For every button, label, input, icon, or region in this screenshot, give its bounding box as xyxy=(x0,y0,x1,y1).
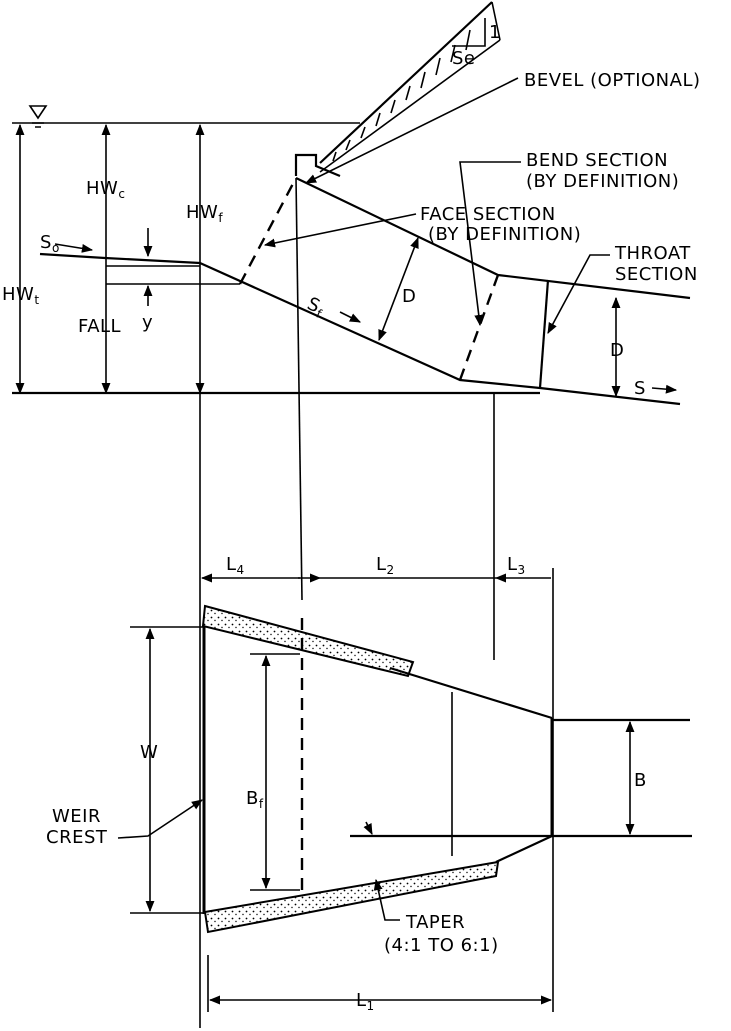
w-label: W xyxy=(140,742,158,763)
taper-label-1: TAPER xyxy=(405,912,465,933)
b-f-label: Bf xyxy=(246,788,264,811)
hw-c-label: HWc xyxy=(86,178,125,201)
throat-section-line xyxy=(538,279,550,389)
embankment-slope xyxy=(319,1,501,173)
slope-se-label: Se xyxy=(452,48,476,69)
profile-view: Se 1 BEVEL (OPTIONAL) HWt HWc HWf So y F… xyxy=(2,1,701,406)
d-face-label: D xyxy=(402,286,416,307)
weir-crest-label-2: CREST xyxy=(46,827,108,848)
taper-label-2: (4:1 TO 6:1) xyxy=(384,935,499,956)
bend-section-label-2: (BY DEFINITION) xyxy=(526,171,679,192)
l1-label: L1 xyxy=(356,990,375,1013)
upper-wingwall xyxy=(201,604,415,678)
bevel-label: BEVEL (OPTIONAL) xyxy=(524,70,701,91)
plan-view: L4 L2 L3 W Bf B xyxy=(46,554,692,1013)
slope-rise-label: 1 xyxy=(489,22,501,43)
throat-section-label-1: THROAT xyxy=(614,243,691,264)
fall-label: FALL xyxy=(78,316,121,337)
face-section-line xyxy=(238,177,298,285)
l4-label: L4 xyxy=(226,554,245,577)
projection-lines xyxy=(199,177,554,1028)
bevel-leader xyxy=(304,77,519,184)
d-throat-label: D xyxy=(610,340,624,361)
hw-f-label: HWf xyxy=(186,202,223,225)
hw-t-label: HWt xyxy=(2,284,40,307)
water-surface-symbol xyxy=(28,105,48,128)
approach-channel-bed xyxy=(39,252,201,265)
b-label: B xyxy=(634,770,647,791)
face-section-label-1: FACE SECTION xyxy=(420,204,556,225)
lower-taper-edge xyxy=(495,835,553,863)
bend-section-line xyxy=(458,274,500,381)
slope-so-label: So xyxy=(40,232,60,255)
headwall-top xyxy=(294,153,341,178)
throat-section-label-2: SECTION xyxy=(615,264,698,285)
lower-wingwall xyxy=(203,860,500,934)
slope-s-label: S xyxy=(634,378,646,399)
bend-section-label-1: BEND SECTION xyxy=(526,150,668,171)
weir-crest-label-1: WEIR xyxy=(52,806,101,827)
barrel-bottom xyxy=(199,261,681,406)
face-section-label-2: (BY DEFINITION) xyxy=(428,224,581,245)
slope-sf-label: Sf xyxy=(303,293,328,321)
l3-label: L3 xyxy=(507,554,526,577)
l2-label: L2 xyxy=(376,554,395,577)
upper-taper-edge xyxy=(389,666,553,720)
y-label: y xyxy=(142,312,153,333)
